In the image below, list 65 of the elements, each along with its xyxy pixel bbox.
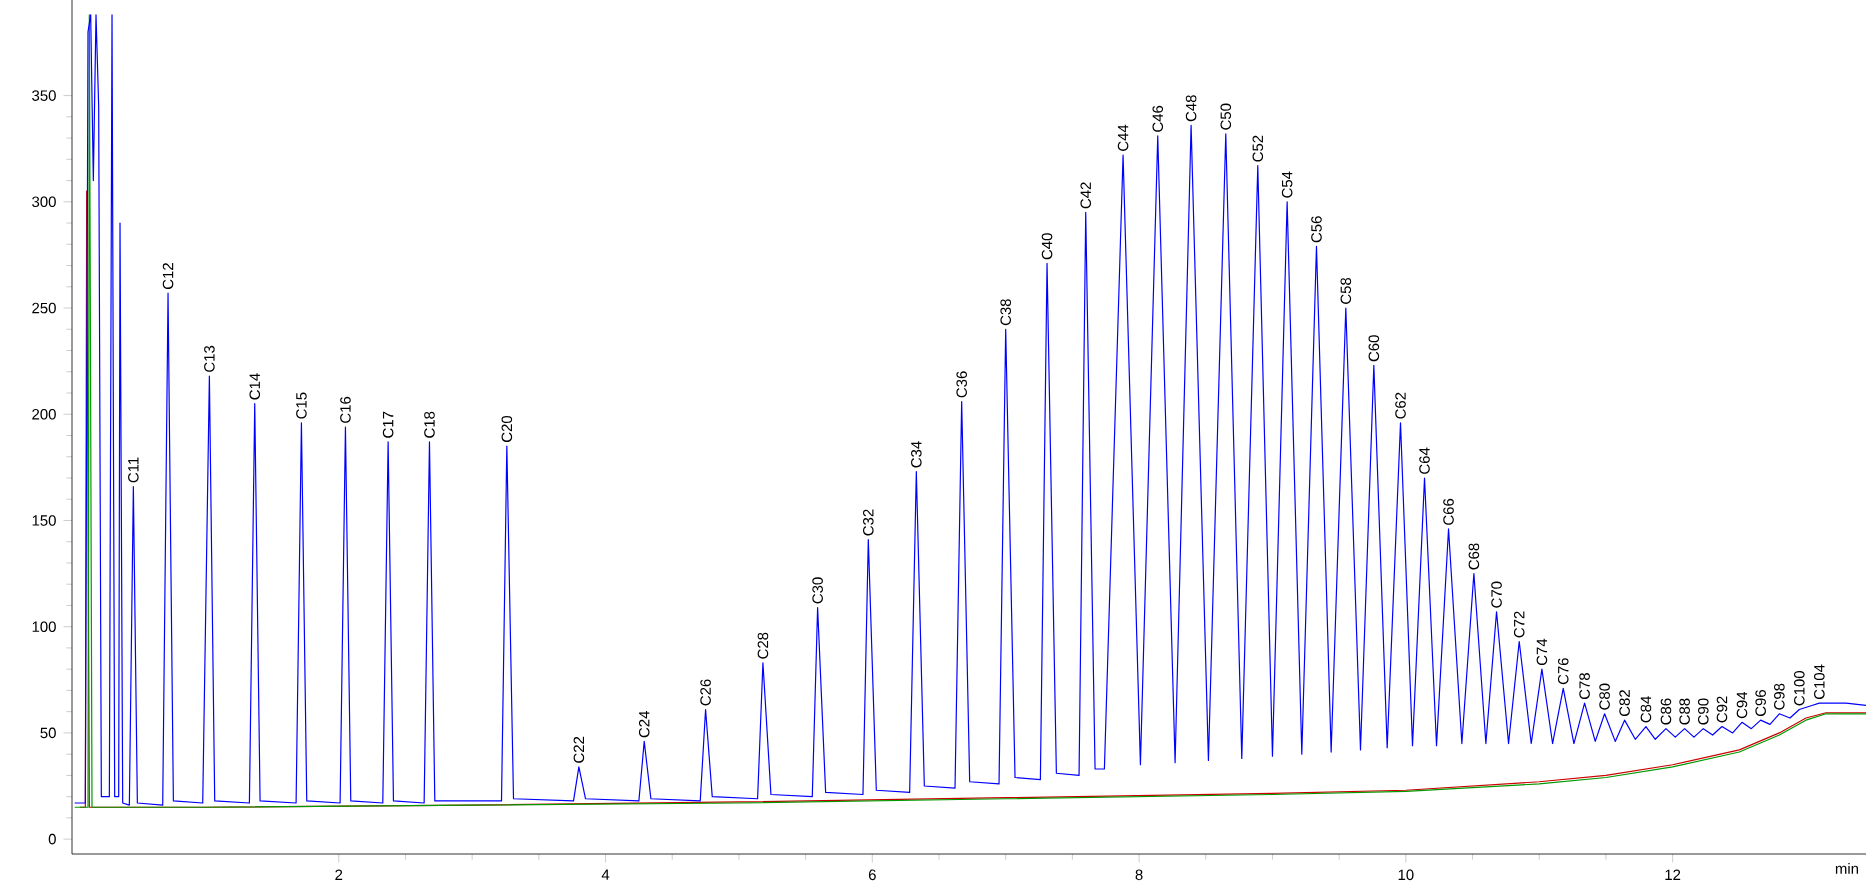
y-tick-label: 250 bbox=[32, 302, 56, 314]
annotation: C46 bbox=[1152, 105, 1164, 132]
annotation: C66 bbox=[1443, 498, 1454, 525]
annotation: C84 bbox=[1640, 696, 1652, 723]
y-tick-label: 50 bbox=[40, 727, 56, 739]
annotation: C11 bbox=[128, 457, 139, 483]
annotation: C72 bbox=[1513, 611, 1525, 638]
annotation: C44 bbox=[1117, 124, 1129, 151]
annotation: C96 bbox=[1755, 690, 1766, 717]
annotation: C42 bbox=[1080, 182, 1092, 209]
y-tick-label: 350 bbox=[32, 90, 56, 101]
annotation: C34 bbox=[911, 441, 922, 468]
annotation: C14 bbox=[249, 373, 261, 400]
annotation: C26 bbox=[700, 679, 711, 706]
annotation: C98 bbox=[1774, 683, 1785, 710]
x-tick-label: 4 bbox=[601, 869, 610, 880]
annotation: C28 bbox=[757, 632, 769, 659]
annotation: C48 bbox=[1185, 95, 1197, 122]
x-tick-label: 2 bbox=[335, 869, 343, 880]
annotation: C76 bbox=[1557, 658, 1569, 685]
annotation: C70 bbox=[1491, 581, 1502, 608]
annotation: C18 bbox=[424, 411, 435, 438]
annotation: C86 bbox=[1660, 698, 1672, 725]
annotation: C17 bbox=[382, 411, 394, 438]
annotation: C50 bbox=[1220, 103, 1232, 130]
annotation: C24 bbox=[638, 711, 650, 738]
y-tick-label: 200 bbox=[32, 408, 56, 420]
annotation: C16 bbox=[340, 396, 351, 423]
annotation: C78 bbox=[1579, 673, 1590, 700]
annotation: C58 bbox=[1340, 277, 1352, 304]
annotation: C60 bbox=[1368, 335, 1380, 362]
x-tick-label: 10 bbox=[1398, 869, 1414, 881]
annotation: C88 bbox=[1679, 698, 1690, 725]
annotation: C32 bbox=[863, 509, 874, 536]
y-tick-label: 0 bbox=[48, 833, 56, 845]
annotation: C20 bbox=[501, 415, 513, 442]
x-tick-label: 12 bbox=[1665, 869, 1681, 880]
annotation: C54 bbox=[1281, 171, 1293, 198]
annotation: C15 bbox=[296, 392, 307, 419]
annotation: C56 bbox=[1311, 216, 1322, 243]
annotation: C30 bbox=[812, 577, 823, 604]
annotation: C62 bbox=[1395, 392, 1406, 419]
annotation: C64 bbox=[1419, 447, 1430, 474]
annotation: C82 bbox=[1619, 690, 1630, 717]
y-tick-label: 100 bbox=[32, 621, 56, 632]
annotation: C12 bbox=[162, 263, 174, 290]
annotation: C80 bbox=[1599, 683, 1610, 710]
annotation: C104 bbox=[1814, 664, 1825, 700]
annotation: C68 bbox=[1468, 543, 1480, 570]
y-tick-label: 300 bbox=[32, 196, 56, 208]
y-tick-label: 150 bbox=[32, 515, 56, 526]
x-tick-label: 6 bbox=[868, 869, 876, 881]
annotation: C22 bbox=[573, 736, 585, 763]
x-tick-label: 8 bbox=[1135, 869, 1143, 881]
annotation: C13 bbox=[204, 345, 215, 372]
annotation: C52 bbox=[1252, 135, 1264, 162]
annotation: C40 bbox=[1041, 233, 1053, 260]
annotation: C90 bbox=[1698, 698, 1709, 725]
annotation: C100 bbox=[1794, 671, 1805, 706]
annotation: C36 bbox=[956, 371, 967, 398]
x-axis-title: min bbox=[1835, 863, 1859, 874]
annotation: C38 bbox=[1000, 299, 1011, 326]
annotation: C74 bbox=[1536, 638, 1548, 666]
annotation: C92 bbox=[1716, 696, 1728, 723]
annotation: C94 bbox=[1736, 691, 1748, 719]
